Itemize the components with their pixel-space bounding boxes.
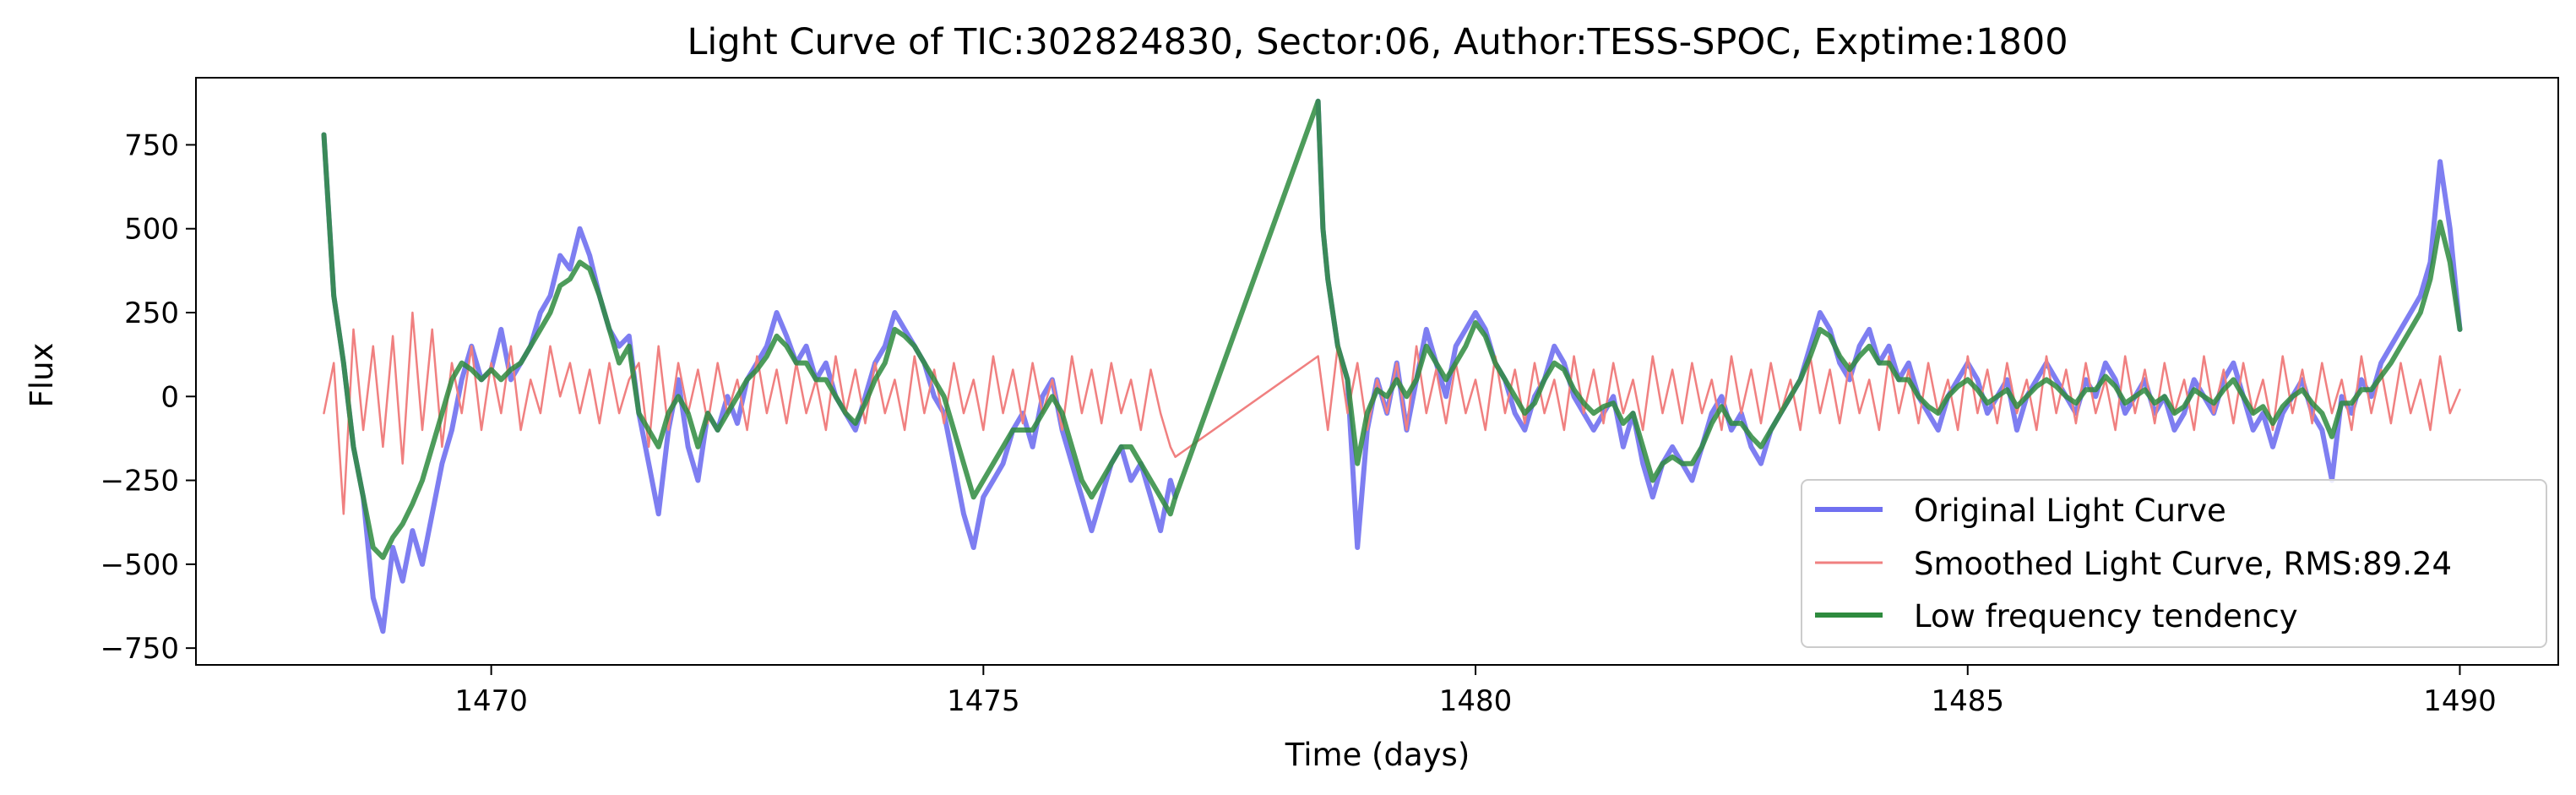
series-low-frequency-tendency [321, 98, 2463, 560]
legend-frame [1801, 479, 2547, 648]
y-tick-label: −500 [101, 548, 179, 582]
y-tick-label: 0 [160, 380, 179, 414]
x-tick-label: 1475 [947, 684, 1020, 718]
legend-label-low-frequency: Low frequency tendency [1914, 598, 2298, 634]
x-tick-label: 1485 [1931, 684, 2004, 718]
legend-label-original: Original Light Curve [1914, 493, 2226, 529]
y-axis: −750 −500 −250 0 250 500 750 [101, 128, 196, 666]
y-axis-label: Flux [24, 343, 60, 408]
x-tick-label: 1490 [2423, 684, 2497, 718]
y-tick-label: 250 [124, 297, 179, 330]
legend-label-smoothed: Smoothed Light Curve, RMS:89.24 [1914, 546, 2452, 582]
y-tick-label: 500 [124, 213, 179, 247]
y-tick-label: 750 [124, 128, 179, 162]
y-tick-label: −250 [101, 465, 179, 498]
plot-frame [195, 77, 2559, 666]
y-tick-label: −750 [101, 632, 179, 666]
x-axis: 1470 1475 1480 1485 1490 [454, 665, 2497, 718]
chart-title: Light Curve of TIC:302824830, Sector:06,… [687, 21, 2068, 63]
x-tick-label: 1470 [454, 684, 528, 718]
x-tick-label: 1480 [1439, 684, 1513, 718]
plot-area [321, 98, 2463, 634]
legend: Original Light Curve Smoothed Light Curv… [1801, 479, 2547, 648]
x-axis-label: Time (days) [1285, 737, 1470, 773]
